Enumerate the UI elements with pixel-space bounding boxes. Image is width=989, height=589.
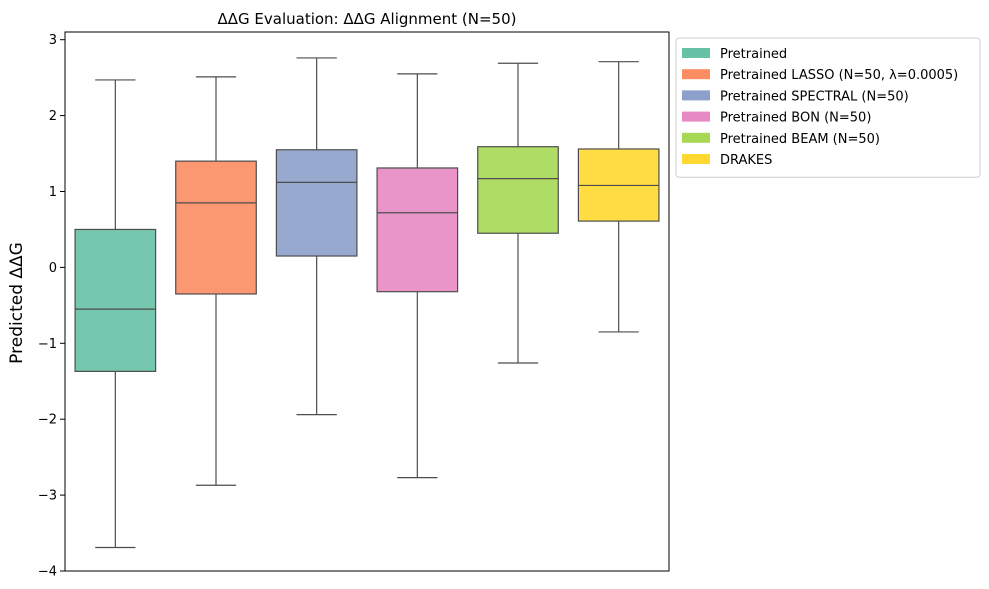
- legend-label: Pretrained BEAM (N=50): [720, 132, 880, 147]
- box-6: [577, 61, 660, 333]
- legend-label: Pretrained LASSO (N=50, λ=0.0005): [720, 68, 958, 83]
- legend: Pretrained Pretrained LASSO (N=50, λ=0.00…: [675, 37, 981, 178]
- chart-title: ΔΔG Evaluation: ΔΔG Alignment (N=50): [218, 10, 517, 28]
- legend-item: DRAKES: [682, 153, 772, 168]
- iqr-box: [477, 146, 559, 234]
- legend-item: Pretrained SPECTRAL (N=50): [682, 89, 909, 104]
- box-1: [74, 79, 157, 549]
- iqr-box: [175, 160, 257, 295]
- iqr-box: [275, 149, 358, 257]
- box-2: [175, 76, 257, 486]
- legend-item: Pretrained: [682, 47, 787, 62]
- legend-swatch: [682, 69, 710, 80]
- legend-label: Pretrained BON (N=50): [720, 111, 871, 126]
- legend-swatch: [682, 90, 710, 101]
- y-tick-label: −1: [38, 337, 57, 352]
- legend-swatch: [682, 48, 710, 58]
- y-tick-label: −4: [38, 565, 57, 580]
- legend-label: DRAKES: [720, 153, 772, 168]
- legend-item: Pretrained BEAM (N=50): [682, 132, 880, 147]
- legend-label: Pretrained SPECTRAL (N=50): [720, 89, 909, 104]
- y-tick-label: 2: [49, 109, 57, 124]
- y-tick-label: 3: [49, 33, 57, 48]
- iqr-box: [74, 228, 157, 372]
- y-axis: −4 −3 −2 −1 0 1 2 3: [38, 33, 65, 580]
- legend-label: Pretrained: [720, 47, 787, 62]
- box-plot-group: [74, 57, 660, 549]
- box-3: [275, 57, 358, 416]
- y-tick-label: −2: [38, 413, 57, 428]
- legend-item: Pretrained LASSO (N=50, λ=0.0005): [682, 68, 958, 83]
- legend-swatch: [682, 154, 710, 164]
- plot-frame: [64, 31, 670, 572]
- iqr-box: [376, 167, 459, 293]
- y-axis-label: Predicted ΔΔG: [7, 242, 27, 364]
- legend-frame: [675, 37, 981, 178]
- legend-item: Pretrained BON (N=50): [682, 111, 871, 126]
- legend-swatch: [682, 111, 710, 122]
- y-tick-label: 1: [49, 185, 57, 200]
- box-5: [477, 62, 559, 364]
- box-4: [376, 73, 459, 479]
- y-tick-label: 0: [49, 261, 57, 276]
- legend-swatch: [682, 132, 710, 143]
- y-tick-label: −3: [38, 489, 57, 504]
